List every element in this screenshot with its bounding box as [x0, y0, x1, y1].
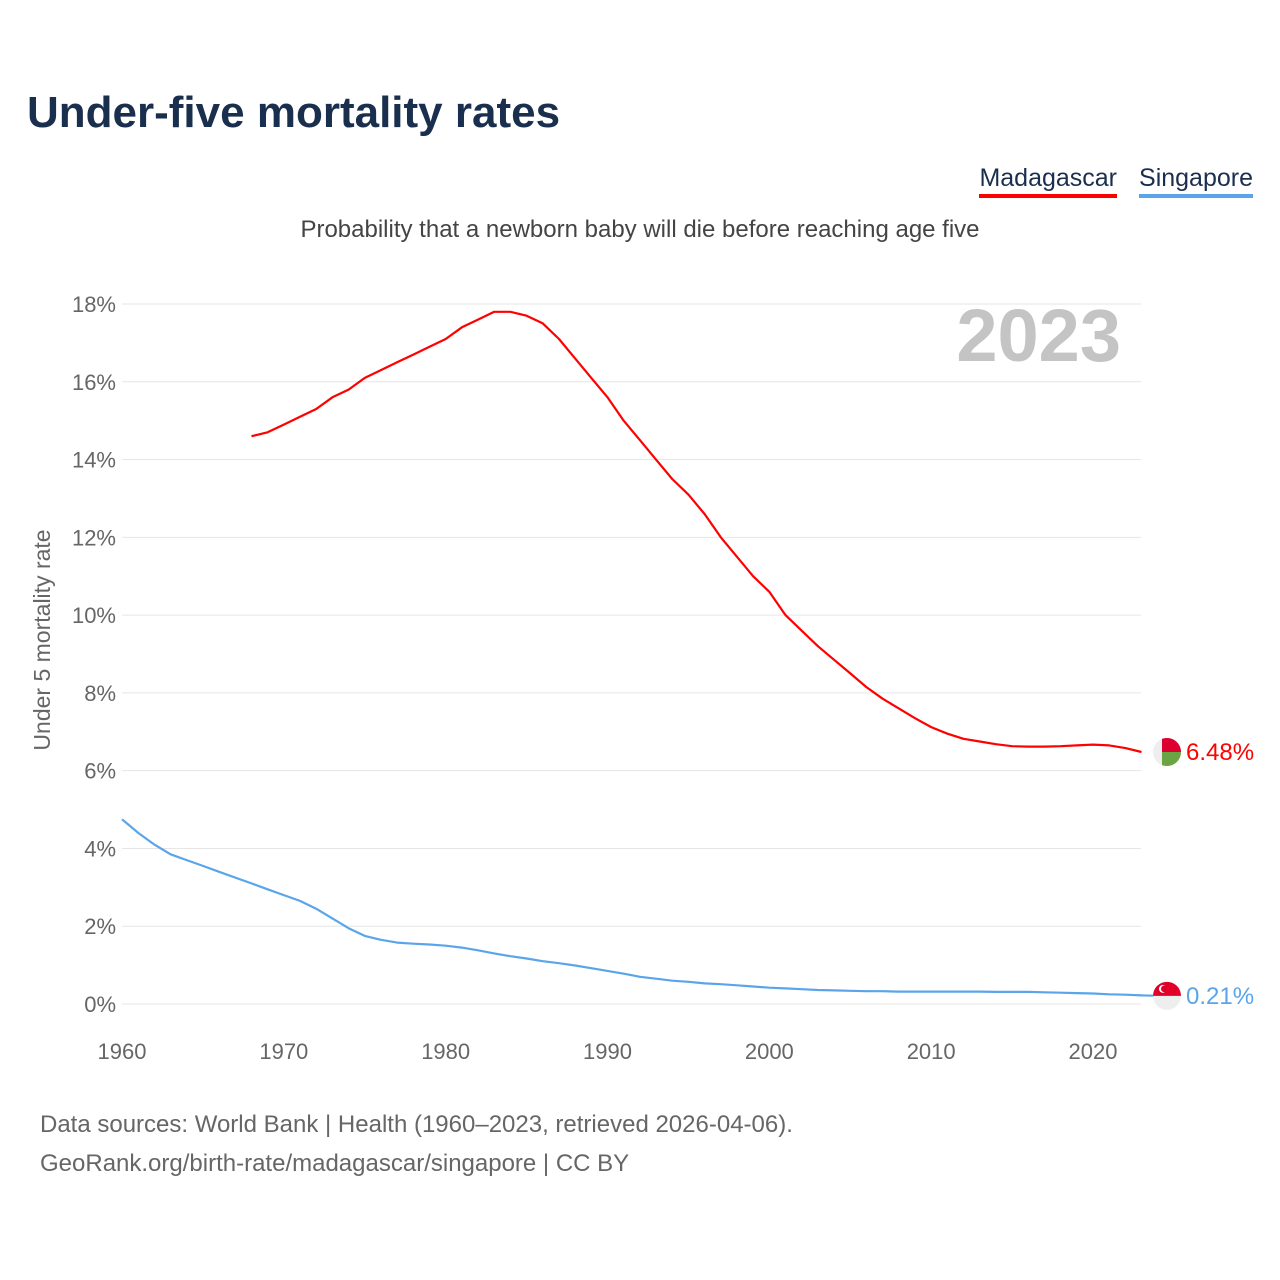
y-tick-label: 2% — [84, 914, 116, 939]
year-watermark: 2023 — [956, 294, 1121, 377]
series-line-singapore — [121, 818, 1158, 997]
x-tick-label: 1960 — [98, 1039, 147, 1064]
singapore-flag-icon — [1153, 981, 1181, 1010]
end-value-label: 6.48% — [1186, 739, 1254, 766]
x-tick-label: 2010 — [907, 1039, 956, 1064]
y-tick-label: 10% — [72, 603, 116, 628]
y-tick-label: 18% — [72, 292, 116, 317]
y-axis-label: Under 5 mortality rate — [29, 529, 55, 750]
x-tick-label: 1990 — [583, 1039, 632, 1064]
y-tick-label: 16% — [72, 370, 116, 395]
chart-subtitle: Probability that a newborn baby will die… — [300, 216, 980, 243]
data-sources: Data sources: World Bank | Health (1960–… — [40, 1111, 793, 1138]
end-value-label: 0.21% — [1186, 983, 1254, 1010]
x-tick-label: 1980 — [421, 1039, 470, 1064]
x-tick-label: 2000 — [745, 1039, 794, 1064]
chart-title: Under-five mortality rates — [27, 88, 561, 137]
y-tick-label: 6% — [84, 759, 116, 784]
y-tick-label: 0% — [84, 992, 116, 1017]
y-tick-label: 12% — [72, 525, 116, 550]
legend-item-singapore[interactable]: Singapore — [1139, 164, 1253, 198]
legend: Madagascar Singapore — [979, 164, 1253, 198]
y-tick-label: 4% — [84, 836, 116, 861]
series-line-madagascar — [251, 310, 1142, 754]
footer: Data sources: World Bank | Health (1960–… — [40, 1105, 793, 1183]
y-tick-label: 14% — [72, 448, 116, 473]
madagascar-flag-icon — [1153, 737, 1182, 767]
x-tick-label: 1970 — [259, 1039, 308, 1064]
x-tick-label: 2020 — [1069, 1039, 1118, 1064]
legend-item-madagascar[interactable]: Madagascar — [979, 164, 1118, 198]
source-link[interactable]: GeoRank.org/birth-rate/madagascar/singap… — [40, 1150, 630, 1177]
y-tick-label: 8% — [84, 681, 116, 706]
